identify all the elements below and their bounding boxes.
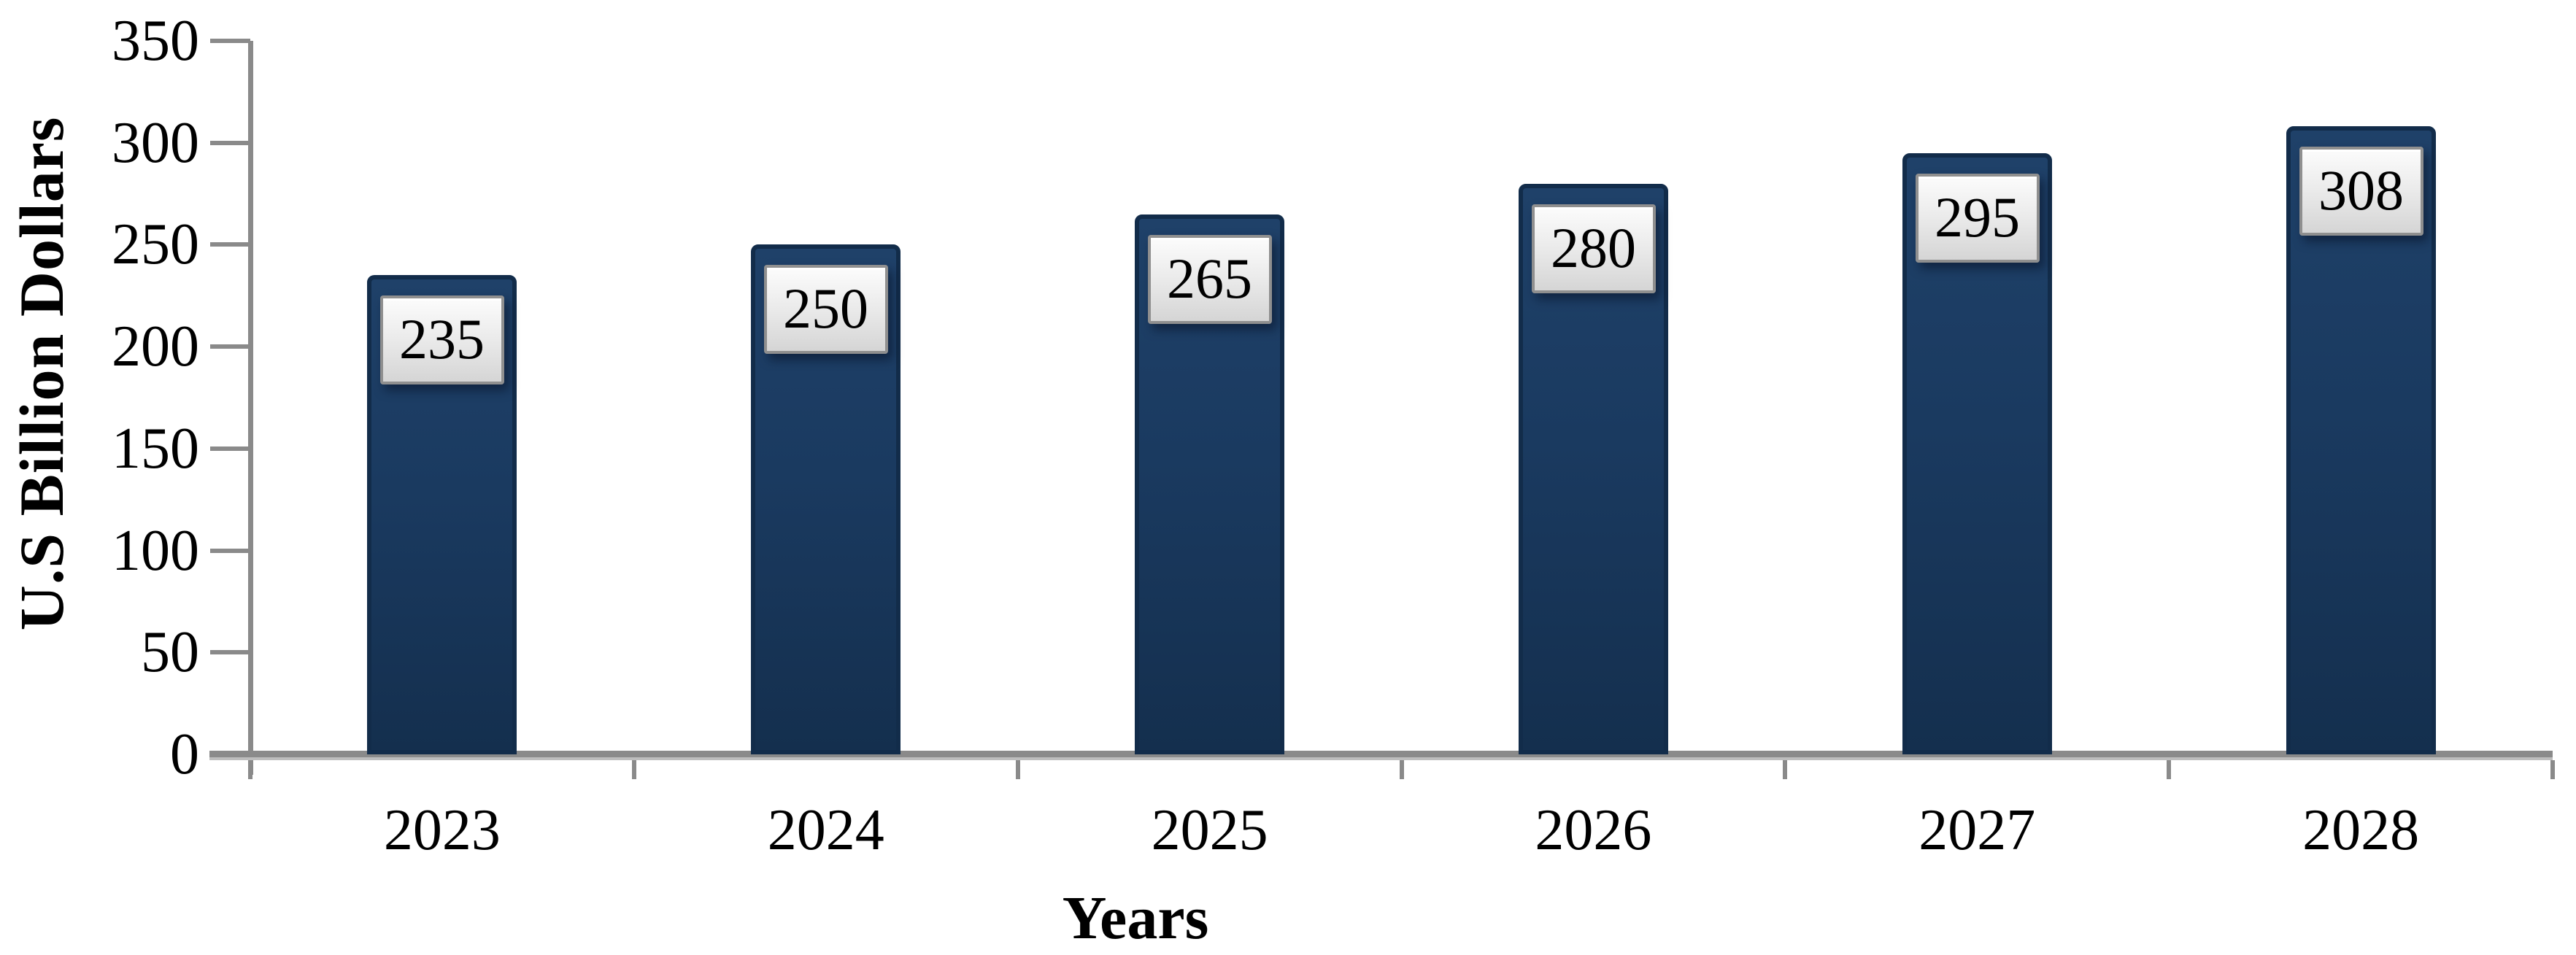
y-tick-label: 350 [112,9,199,73]
y-tick-label: 100 [112,518,199,583]
x-axis-tick [248,760,252,779]
x-axis-tick [631,760,636,779]
bar-value-label: 295 [1915,174,2040,263]
x-tick-label: 2026 [1535,798,1652,862]
y-axis-tick [210,548,250,553]
y-axis-tick [210,650,250,655]
x-axis-tick [1015,760,1020,779]
bar: 235 [367,275,517,754]
bar-value-label: 235 [379,295,504,384]
y-axis-tick [210,39,250,43]
bar: 295 [1902,153,2052,754]
y-tick-label: 50 [141,620,199,685]
y-axis-tick [210,446,250,451]
x-tick-label: 2025 [1151,798,1268,862]
bar: 280 [1519,184,1668,754]
y-axis-tick [210,344,250,349]
x-axis-tick [2550,760,2555,779]
bar-value-label: 265 [1147,235,1272,324]
bar: 308 [2286,126,2436,754]
x-tick-label: 2027 [1918,798,2036,862]
bar: 265 [1135,214,1284,754]
x-axis-tick [2167,760,2172,779]
x-axis-line [209,751,2553,760]
x-axis-tick [1783,760,1788,779]
x-tick-label: 2023 [383,798,501,862]
y-axis-tick [210,140,250,145]
x-tick-label: 2028 [2302,798,2420,862]
y-tick-label: 300 [112,110,199,175]
y-tick-label: 150 [112,416,199,481]
x-axis-title: Years [1062,884,1209,952]
x-axis-tick [1399,760,1404,779]
bar-value-label: 280 [1531,204,1656,293]
bar-value-label: 308 [2299,147,2423,236]
x-tick-label: 2024 [767,798,884,862]
bar: 250 [751,244,901,754]
y-axis-tick [210,242,250,247]
y-tick-label: 200 [112,314,199,379]
bar-value-label: 250 [763,265,888,354]
y-tick-label: 250 [112,212,199,277]
y-tick-label: 0 [170,722,199,786]
y-axis-line [248,41,253,775]
